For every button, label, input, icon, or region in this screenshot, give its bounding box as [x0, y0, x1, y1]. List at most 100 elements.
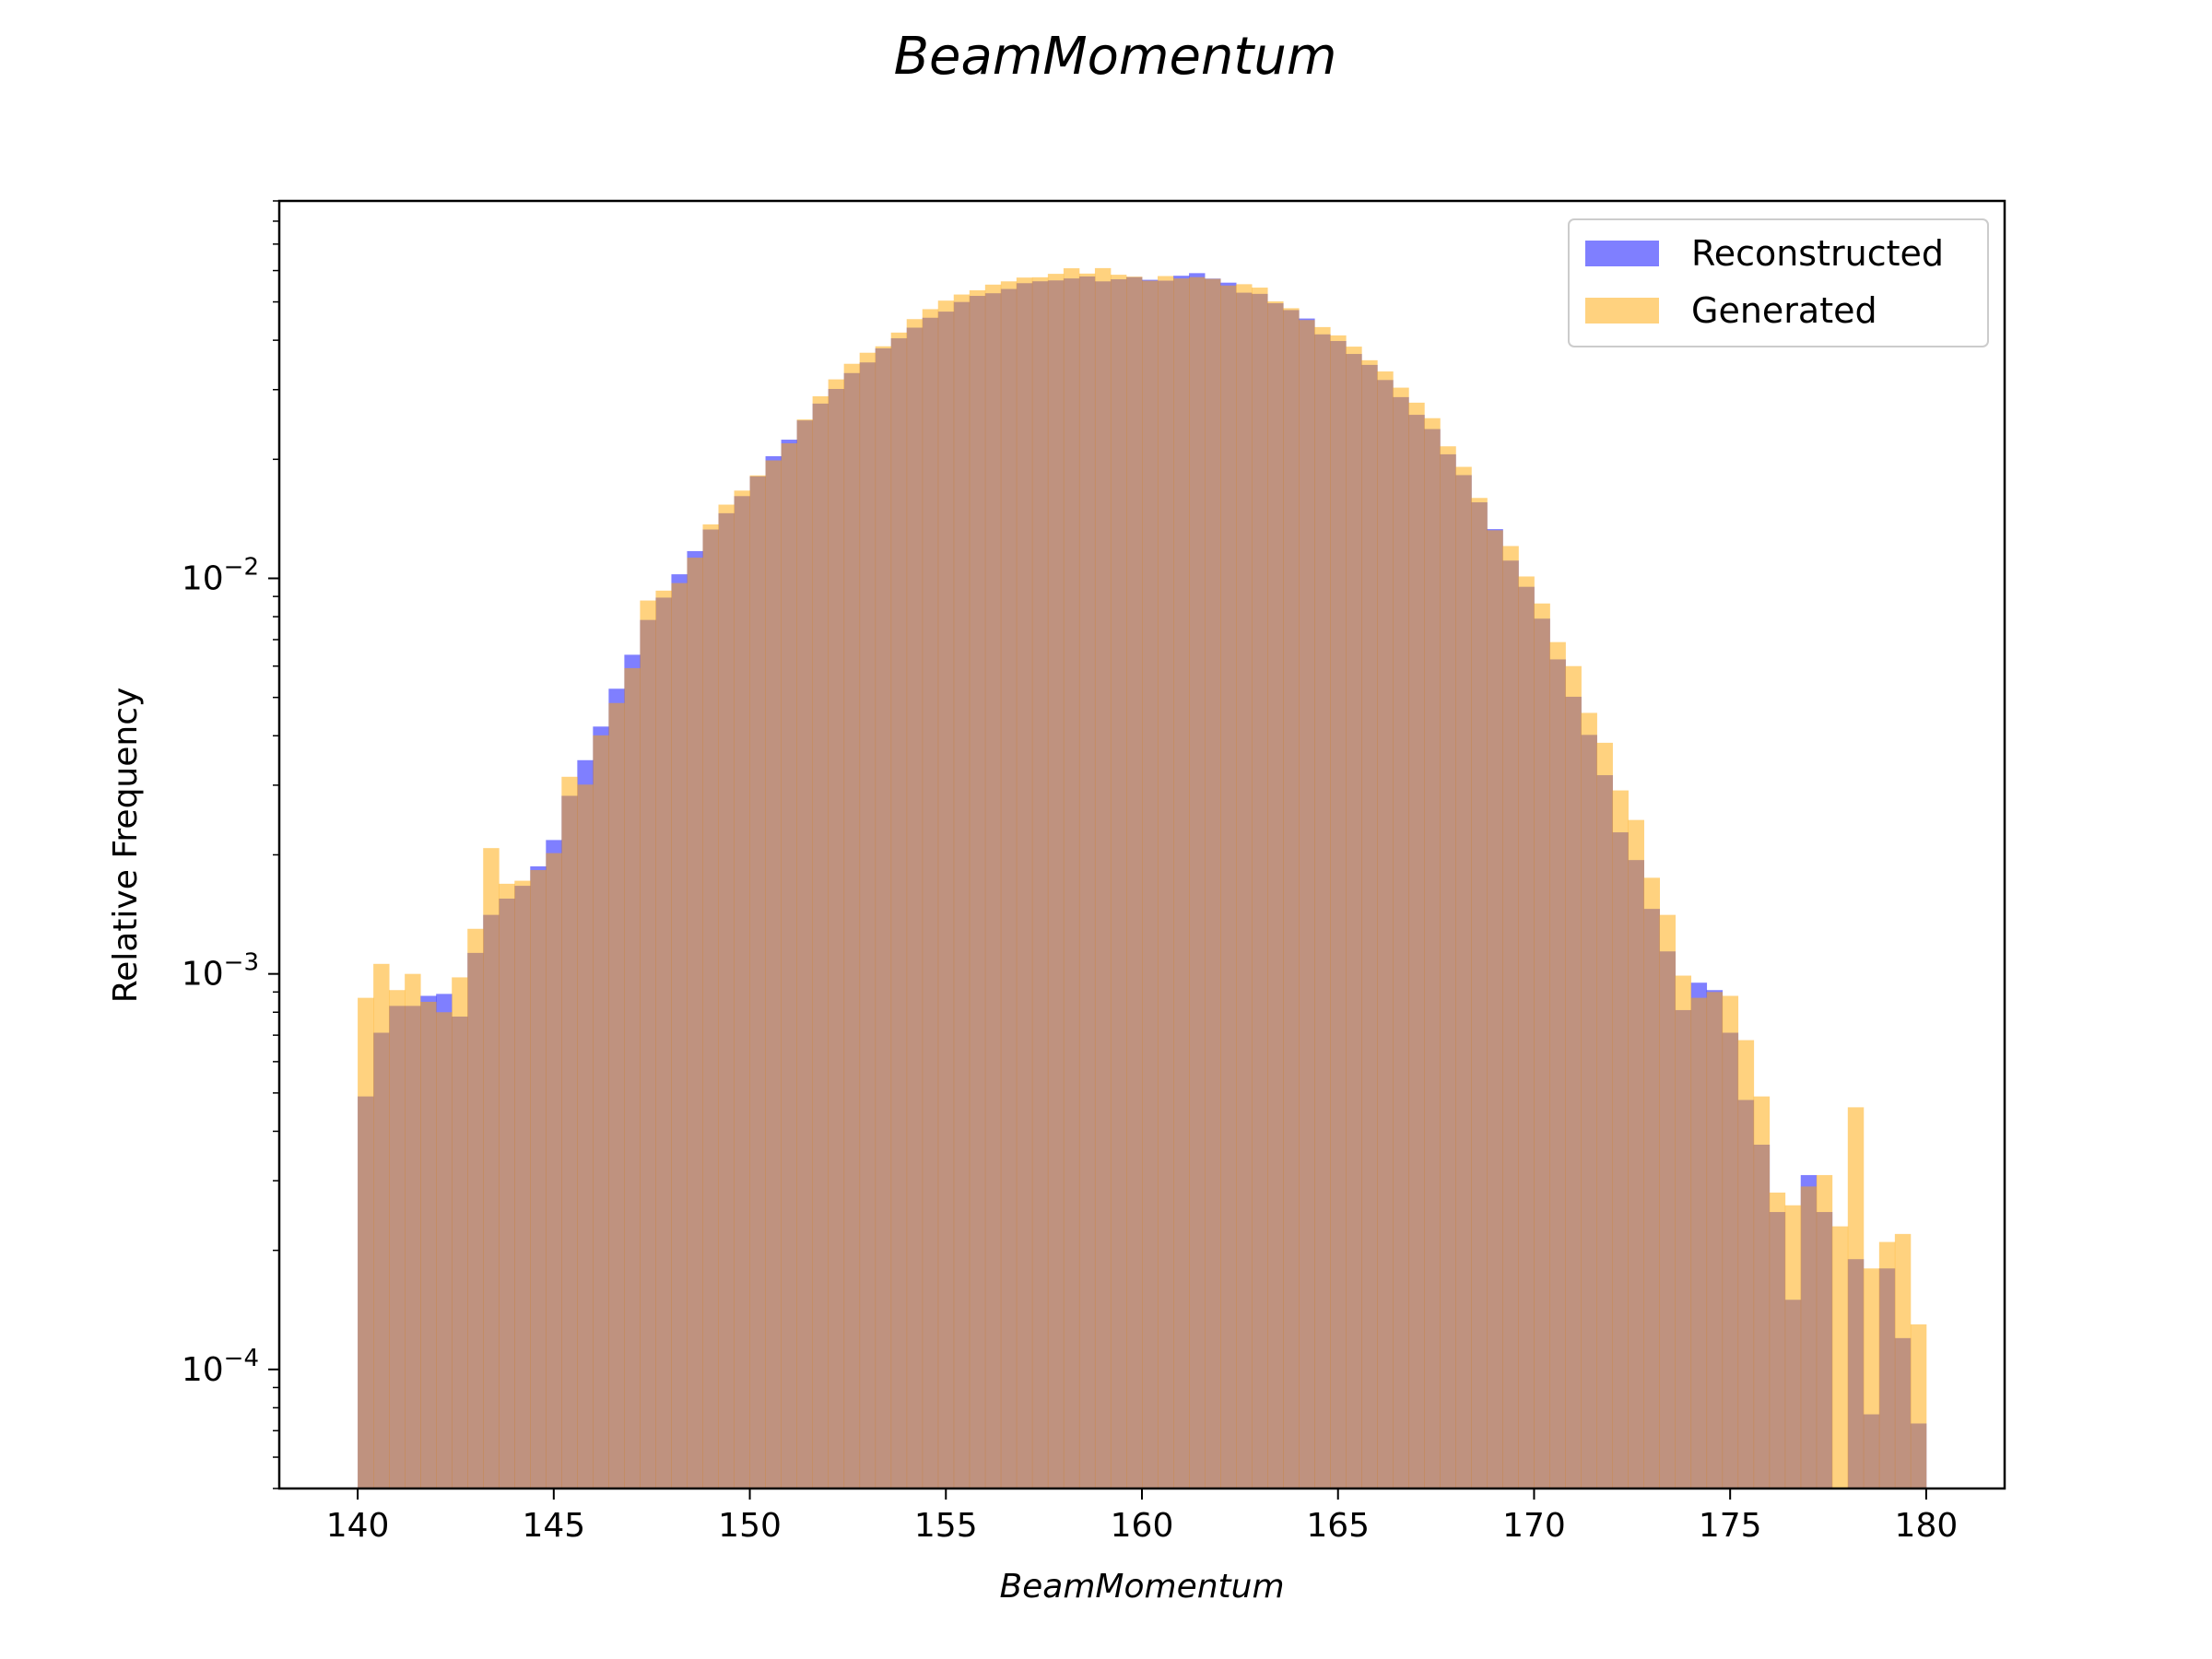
- bar-generated: [1800, 1186, 1818, 1488]
- bar-generated: [1549, 641, 1566, 1488]
- bar-generated: [687, 558, 703, 1488]
- bar-generated: [1643, 877, 1660, 1488]
- bar-generated: [1847, 1107, 1865, 1488]
- bar-generated: [593, 735, 609, 1488]
- bar-generated: [1628, 819, 1644, 1488]
- bar-generated: [389, 990, 406, 1488]
- bar-generated: [1361, 359, 1378, 1488]
- bar-generated: [436, 1012, 453, 1488]
- bar-generated: [969, 289, 986, 1489]
- bar-generated: [1173, 278, 1190, 1488]
- bar-generated: [734, 490, 750, 1488]
- y-axis-label: Relative Frequency: [107, 688, 145, 1004]
- bar-generated: [1142, 280, 1159, 1488]
- bar-generated: [420, 1001, 437, 1488]
- bar-generated: [640, 600, 656, 1488]
- x-tick-label: 160: [1111, 1507, 1174, 1545]
- x-tick-label: 150: [718, 1507, 782, 1545]
- bar-generated: [859, 352, 877, 1489]
- x-axis: 140 145 150 155 160 165 170 175 180: [326, 1488, 1959, 1545]
- bar-generated: [1220, 285, 1237, 1488]
- bar-generated: [499, 883, 515, 1488]
- bar-generated: [1110, 275, 1127, 1489]
- bar-generated: [1094, 267, 1112, 1488]
- bar-generated: [1831, 1226, 1849, 1488]
- bar-generated: [1267, 300, 1284, 1488]
- chart-title: BeamMomentum: [894, 27, 1337, 87]
- bar-generated: [1455, 466, 1472, 1488]
- x-tick-label: 145: [522, 1507, 585, 1545]
- bar-generated: [875, 346, 892, 1489]
- bar-generated: [452, 977, 468, 1488]
- bar-generated: [483, 848, 500, 1488]
- bar-generated: [530, 870, 547, 1488]
- bar-generated: [1612, 790, 1629, 1488]
- bar-generated: [1440, 446, 1456, 1488]
- bar-generated: [608, 702, 625, 1488]
- bar-generated: [1690, 997, 1708, 1488]
- bar-generated: [1299, 320, 1315, 1489]
- bar-generated: [358, 997, 374, 1488]
- bar-generated: [765, 460, 782, 1488]
- bar-generated: [1565, 665, 1582, 1488]
- bar-generated: [1737, 1040, 1755, 1488]
- bar-generated: [1581, 712, 1597, 1488]
- bar-generated: [1314, 326, 1331, 1488]
- bar-generated: [373, 963, 390, 1488]
- bar-generated: [1377, 371, 1394, 1488]
- bar-generated: [702, 524, 719, 1488]
- x-tick-label: 170: [1502, 1507, 1566, 1545]
- legend-label-reconstructed: Reconstructed: [1691, 233, 1944, 274]
- bar-generated: [812, 395, 830, 1488]
- bar-generated: [1784, 1205, 1802, 1488]
- bar-generated: [467, 928, 484, 1488]
- bar-generated: [561, 776, 578, 1488]
- bar-generated: [1910, 1324, 1927, 1488]
- bar-generated: [1125, 276, 1143, 1489]
- bar-generated: [1769, 1192, 1786, 1488]
- bar-generated: [1878, 1241, 1896, 1488]
- bar-generated: [671, 582, 688, 1488]
- bar-generated: [1706, 992, 1724, 1488]
- y-tick-label: 10−3: [182, 949, 259, 994]
- bar-generated: [1189, 276, 1206, 1489]
- bar-generated: [1346, 347, 1362, 1488]
- y-axis: 10−4 10−3 10−2: [182, 200, 279, 1489]
- bar-generated: [953, 294, 971, 1488]
- bar-generated: [1078, 273, 1096, 1489]
- bar-generated: [1753, 1096, 1771, 1488]
- bar-generated: [1236, 284, 1253, 1488]
- bar-generated: [1659, 914, 1677, 1488]
- bar-generated: [1205, 278, 1221, 1488]
- bar-generated: [1283, 308, 1300, 1488]
- bar-generated: [1252, 288, 1268, 1488]
- legend-box: [1568, 218, 1989, 347]
- x-tick-label: 155: [914, 1507, 978, 1545]
- bar-generated: [405, 973, 421, 1488]
- legend-swatch-generated: [1585, 298, 1659, 324]
- x-tick-label: 175: [1699, 1507, 1762, 1545]
- bar-generated: [718, 504, 735, 1488]
- bar-generated: [906, 319, 924, 1488]
- bar-generated: [577, 784, 594, 1488]
- bar-generated: [1816, 1174, 1833, 1488]
- bar-generated: [1408, 402, 1425, 1488]
- bar-generated: [1471, 498, 1488, 1488]
- bar-generated: [1158, 276, 1174, 1488]
- bar-generated: [546, 853, 562, 1488]
- bar-generated: [1424, 418, 1441, 1489]
- x-tick-label: 180: [1895, 1507, 1959, 1545]
- bar-generated: [1518, 576, 1535, 1488]
- legend: Reconstructed Generated: [1568, 218, 1989, 347]
- bar-generated: [1330, 335, 1347, 1488]
- bar-generated: [828, 379, 845, 1489]
- bar-generated: [1393, 387, 1409, 1489]
- bar-generated: [655, 590, 672, 1488]
- legend-swatch-reconstructed: [1585, 241, 1659, 266]
- legend-label-generated: Generated: [1691, 290, 1877, 331]
- bar-generated: [984, 284, 1002, 1488]
- bar-generated: [514, 880, 531, 1488]
- bar-generated: [937, 300, 955, 1489]
- bar-generated: [1000, 281, 1018, 1488]
